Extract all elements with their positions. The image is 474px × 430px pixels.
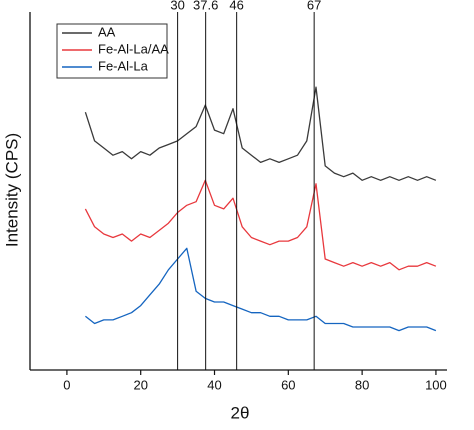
x-tick-label: 0 — [63, 377, 70, 392]
x-tick-label: 100 — [425, 377, 447, 392]
x-axis-title: 2θ — [231, 403, 250, 422]
data-line — [84, 179, 437, 271]
reference-label: 37.6 — [193, 0, 218, 12]
reference-label: 67 — [307, 0, 321, 12]
x-tick-label: 60 — [281, 377, 295, 392]
y-axis-title: Intensity (CPS) — [2, 133, 21, 247]
data-line — [84, 86, 437, 181]
data-line — [84, 247, 437, 332]
legend: AA Fe-Al-La/AA Fe-Al-La — [56, 23, 169, 79]
x-tick-label: 80 — [355, 377, 369, 392]
legend-label: Fe-Al-La/AA — [98, 41, 169, 56]
x-tick-label: 20 — [133, 377, 147, 392]
legend-label: AA — [98, 24, 116, 39]
reference-label: 30 — [170, 0, 184, 12]
reference-label: 46 — [229, 0, 243, 12]
x-tick-label: 40 — [207, 377, 221, 392]
legend-label: Fe-Al-La — [98, 58, 149, 73]
